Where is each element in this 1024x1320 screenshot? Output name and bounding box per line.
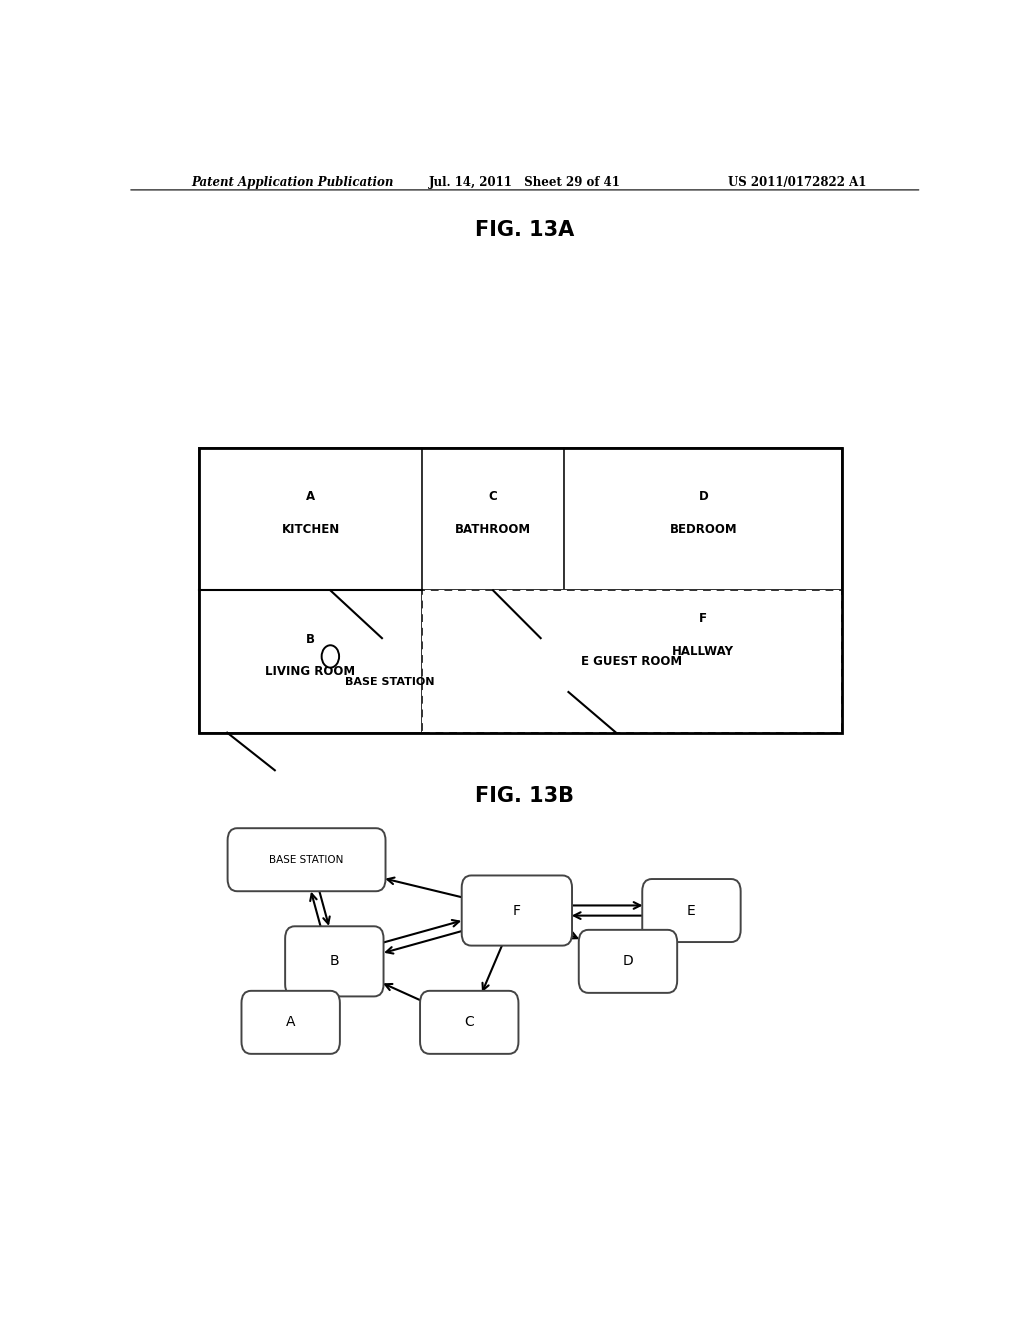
Text: A: A: [286, 1015, 296, 1030]
Text: E GUEST ROOM: E GUEST ROOM: [582, 655, 683, 668]
Text: BATHROOM: BATHROOM: [455, 523, 531, 536]
Text: KITCHEN: KITCHEN: [282, 523, 340, 536]
FancyBboxPatch shape: [642, 879, 740, 942]
Text: US 2011/0172822 A1: US 2011/0172822 A1: [728, 177, 866, 189]
Text: D: D: [623, 954, 633, 969]
Bar: [422, 447, 564, 590]
Text: Jul. 14, 2011   Sheet 29 of 41: Jul. 14, 2011 Sheet 29 of 41: [429, 177, 621, 189]
Text: D: D: [698, 490, 709, 503]
Text: HALLWAY: HALLWAY: [673, 645, 734, 657]
Text: FIG. 13B: FIG. 13B: [475, 785, 574, 805]
Text: FIG. 13A: FIG. 13A: [475, 219, 574, 239]
Text: C: C: [488, 490, 498, 503]
Circle shape: [322, 645, 339, 668]
FancyBboxPatch shape: [285, 927, 384, 997]
Text: F: F: [513, 903, 521, 917]
Bar: [564, 590, 842, 692]
FancyBboxPatch shape: [579, 929, 677, 993]
Bar: [200, 590, 422, 733]
Bar: [200, 447, 422, 590]
Text: BASE STATION: BASE STATION: [345, 677, 434, 686]
Text: B: B: [330, 954, 339, 969]
Bar: [564, 447, 842, 590]
FancyBboxPatch shape: [420, 991, 518, 1053]
Text: BEDROOM: BEDROOM: [670, 523, 737, 536]
Text: F: F: [699, 612, 708, 626]
Text: E: E: [687, 903, 696, 917]
Text: B: B: [306, 632, 315, 645]
Text: C: C: [464, 1015, 474, 1030]
Bar: [422, 590, 842, 733]
Text: LIVING ROOM: LIVING ROOM: [265, 665, 355, 678]
Text: BASE STATION: BASE STATION: [269, 855, 344, 865]
FancyBboxPatch shape: [227, 828, 385, 891]
FancyBboxPatch shape: [462, 875, 572, 945]
Bar: [200, 447, 842, 733]
FancyBboxPatch shape: [242, 991, 340, 1053]
Text: A: A: [306, 490, 315, 503]
Text: Patent Application Publication: Patent Application Publication: [191, 177, 394, 189]
